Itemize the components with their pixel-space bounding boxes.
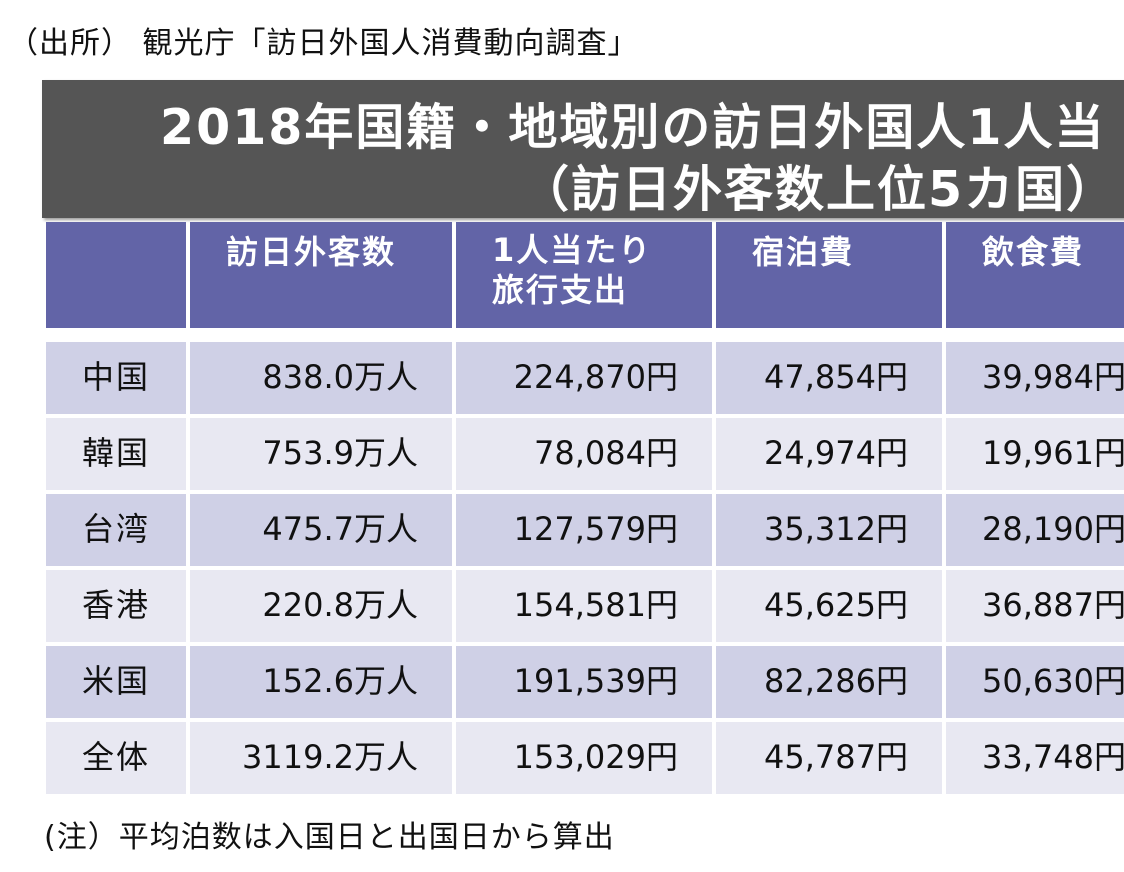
header-cell-lodging: 宿泊費 [716, 222, 942, 328]
table-cell-spending: 224,870円 [456, 342, 712, 414]
table-cell-visitors: 475.7万人 [190, 494, 452, 566]
table-cell-visitors: 838.0万人 [190, 342, 452, 414]
table-cell-food: 28,190円 [946, 494, 1124, 566]
header-cell-spending: 1人当たり 旅行支出 [456, 222, 712, 328]
table-cell-lodging: 47,854円 [716, 342, 942, 414]
table-cell-country: 台湾 [46, 494, 186, 566]
data-table: 訪日外客数 1人当たり 旅行支出 宿泊費 飲食費 中国 838.0万人 224,87… [46, 218, 1124, 798]
table-cell-spending: 154,581円 [456, 570, 712, 642]
footnote: (注）平均泊数は入国日と出国日から算出 [44, 820, 615, 855]
table-cell-lodging: 45,625円 [716, 570, 942, 642]
table-cell-spending: 78,084円 [456, 418, 712, 490]
table-cell-visitors: 3119.2万人 [190, 722, 452, 794]
table-cell-food: 33,748円 [946, 722, 1124, 794]
title-line-2: （訪日外客数上位5カ国） [520, 161, 1118, 218]
table-cell-spending: 127,579円 [456, 494, 712, 566]
table-cell-visitors: 753.9万人 [190, 418, 452, 490]
table-cell-food: 50,630円 [946, 646, 1124, 718]
header-cell-visitors: 訪日外客数 [190, 222, 452, 328]
table-cell-spending: 191,539円 [456, 646, 712, 718]
table-cell-lodging: 35,312円 [716, 494, 942, 566]
header-cell-food: 飲食費 [946, 222, 1124, 328]
title-line-1: 2018年国籍・地域別の訪日外国人1人当 [160, 99, 1106, 156]
table-cell-food: 19,961円 [946, 418, 1124, 490]
table-cell-country: 香港 [46, 570, 186, 642]
table-cell-country: 韓国 [46, 418, 186, 490]
table-cell-food: 39,984円 [946, 342, 1124, 414]
table-cell-spending: 153,029円 [456, 722, 712, 794]
table-cell-food: 36,887円 [946, 570, 1124, 642]
header-cell-empty [46, 222, 186, 328]
table-cell-lodging: 82,286円 [716, 646, 942, 718]
title-band: 2018年国籍・地域別の訪日外国人1人当 （訪日外客数上位5カ国） [42, 80, 1124, 218]
table-cell-lodging: 45,787円 [716, 722, 942, 794]
source-note: （出所） 観光庁「訪日外国人消費動向調査」 [8, 26, 639, 61]
table-cell-country: 米国 [46, 646, 186, 718]
table-cell-country: 中国 [46, 342, 186, 414]
table-cell-country: 全体 [46, 722, 186, 794]
table-cell-visitors: 152.6万人 [190, 646, 452, 718]
table-cell-visitors: 220.8万人 [190, 570, 452, 642]
table-cell-lodging: 24,974円 [716, 418, 942, 490]
